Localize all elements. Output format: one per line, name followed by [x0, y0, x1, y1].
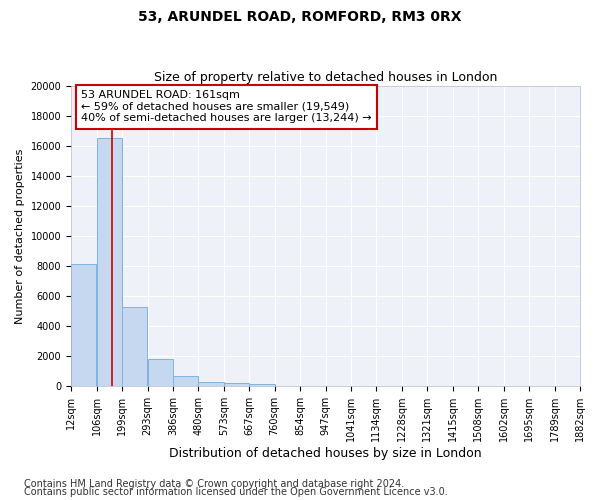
X-axis label: Distribution of detached houses by size in London: Distribution of detached houses by size … [169, 447, 482, 460]
Y-axis label: Number of detached properties: Number of detached properties [15, 148, 25, 324]
Text: Contains public sector information licensed under the Open Government Licence v3: Contains public sector information licen… [24, 487, 448, 497]
Bar [199, 382, 224, 386]
Text: 53 ARUNDEL ROAD: 161sqm
← 59% of detached houses are smaller (19,549)
40% of sem: 53 ARUNDEL ROAD: 161sqm ← 59% of detache… [81, 90, 372, 124]
Bar [173, 376, 198, 386]
Bar [224, 383, 249, 386]
Bar [148, 359, 173, 386]
Text: 53, ARUNDEL ROAD, ROMFORD, RM3 0RX: 53, ARUNDEL ROAD, ROMFORD, RM3 0RX [138, 10, 462, 24]
Text: Contains HM Land Registry data © Crown copyright and database right 2024.: Contains HM Land Registry data © Crown c… [24, 479, 404, 489]
Bar [122, 306, 147, 386]
Bar [71, 264, 97, 386]
Title: Size of property relative to detached houses in London: Size of property relative to detached ho… [154, 72, 497, 85]
Bar [97, 138, 122, 386]
Bar [250, 384, 275, 386]
